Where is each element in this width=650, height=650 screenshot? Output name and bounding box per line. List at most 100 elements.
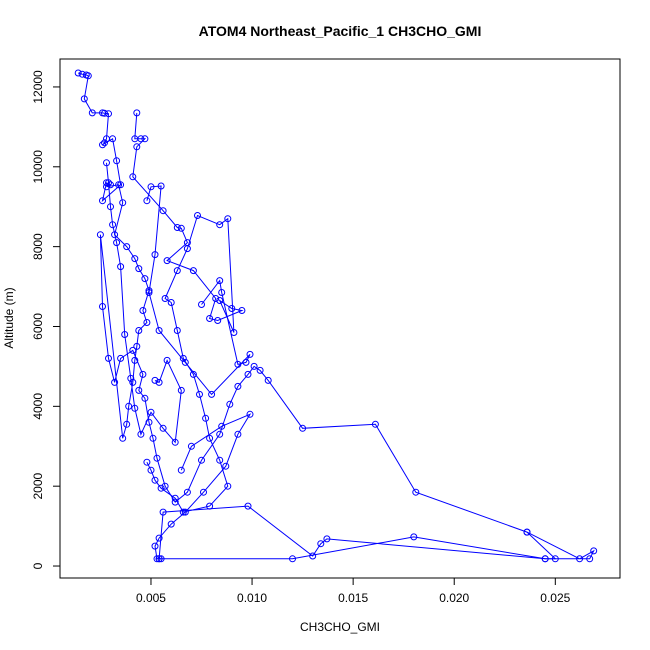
data-point [155, 555, 163, 563]
data-point [131, 356, 139, 364]
data-point [155, 378, 163, 386]
data-point [107, 181, 114, 189]
data-point [250, 362, 258, 370]
data-point [151, 251, 159, 259]
data-point [137, 135, 145, 143]
data-point [103, 179, 110, 187]
data-point [155, 327, 163, 334]
data-point [171, 494, 179, 502]
data-point [119, 434, 127, 442]
data-point [167, 520, 175, 528]
data-point [163, 257, 171, 265]
data-point [151, 376, 159, 384]
data-point [113, 239, 121, 247]
data-point [234, 382, 242, 390]
y-axis: 0 2000 4000 6000 8000 10000 12000 [31, 70, 61, 569]
data-point [189, 267, 197, 275]
data-point [103, 159, 110, 167]
data-point [159, 508, 167, 516]
data-point [177, 466, 185, 474]
data-point [113, 157, 121, 165]
data-point [167, 299, 175, 306]
y-tick-label: 2000 [31, 473, 45, 500]
data-point [105, 179, 112, 187]
data-point [143, 197, 151, 205]
data-point [159, 424, 167, 432]
data-point [242, 358, 250, 366]
data-point [139, 307, 147, 314]
data-point [123, 243, 131, 251]
data-point [214, 317, 222, 324]
data-point [196, 390, 203, 398]
data-point [224, 215, 232, 223]
x-tick-label: 0.020 [439, 591, 469, 605]
data-point [173, 327, 181, 334]
data-point [212, 295, 220, 302]
data-point [206, 315, 214, 322]
data-point [161, 482, 169, 490]
data-point [412, 488, 420, 496]
data-point [133, 342, 141, 350]
data-point [202, 414, 210, 422]
x-tick-label: 0.025 [540, 591, 570, 605]
y-tick-label: 8000 [31, 233, 45, 260]
data-point [181, 358, 189, 366]
data-point [74, 69, 82, 77]
data-point [173, 267, 181, 275]
data-point [123, 420, 131, 428]
data-point [84, 72, 92, 80]
data-point [246, 410, 254, 418]
data-point [147, 408, 155, 416]
series-line [154, 413, 557, 560]
data-point [371, 420, 379, 428]
data-point [576, 555, 584, 563]
data-point [234, 430, 242, 438]
data-point [234, 360, 242, 368]
data-point [179, 354, 187, 362]
data-point [523, 528, 531, 536]
data-point [141, 135, 149, 143]
data-point [131, 404, 139, 412]
data-point [135, 386, 143, 394]
data-point [157, 182, 165, 190]
data-point [216, 277, 224, 285]
data-point [216, 221, 224, 229]
y-tick-label: 0 [31, 562, 45, 569]
y-tick-label: 12000 [31, 70, 45, 104]
data-point [246, 350, 254, 358]
data-point [163, 356, 171, 364]
data-point [244, 370, 252, 378]
data-point [541, 555, 549, 563]
data-point [143, 319, 151, 326]
data-point [171, 438, 179, 446]
data-point [208, 390, 216, 398]
data-point [224, 482, 232, 490]
data-point [80, 95, 88, 103]
data-point [147, 183, 155, 191]
data-point [206, 502, 214, 510]
data-point [244, 502, 252, 510]
x-axis-label: CH3CHO_GMI [300, 620, 380, 634]
data-point [129, 173, 137, 181]
data-point [177, 386, 185, 394]
data-point [159, 207, 167, 215]
data-point [155, 534, 163, 542]
data-point [115, 181, 123, 189]
series-line [106, 162, 182, 444]
series-line [132, 112, 244, 513]
data-point [264, 376, 272, 384]
data-point [551, 555, 559, 563]
data-point [187, 442, 195, 450]
x-tick-label: 0.010 [237, 591, 267, 605]
data-point [141, 275, 149, 283]
data-point [99, 303, 106, 310]
data-point [101, 139, 108, 147]
data-point [198, 301, 205, 308]
data-point [151, 542, 159, 550]
data-point [101, 109, 108, 117]
data-point [143, 458, 151, 466]
data-point [129, 346, 137, 354]
data-point [198, 456, 205, 464]
data-point [133, 109, 141, 117]
